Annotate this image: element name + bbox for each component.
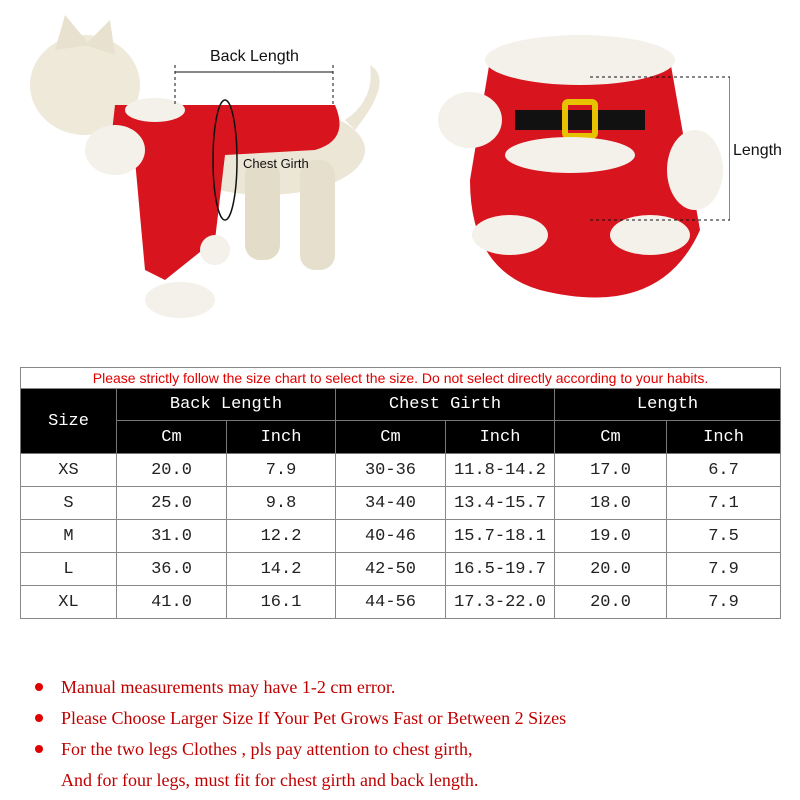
group-header-length: Length <box>553 388 782 421</box>
group-header-back-length: Back Length <box>116 388 336 421</box>
value-cell: 16.1 <box>226 585 336 619</box>
table-row: M 31.0 12.2 40-46 15.7-18.1 19.0 7.5 <box>20 519 782 553</box>
value-cell: 18.0 <box>554 486 667 520</box>
chest-girth-ring <box>212 99 238 221</box>
value-cell: 9.8 <box>226 486 336 520</box>
value-cell: 42-50 <box>335 552 446 586</box>
value-cell: 30-36 <box>335 453 446 487</box>
table-row: XL 41.0 16.1 44-56 17.3-22.0 20.0 7.9 <box>20 585 782 619</box>
unit-header: Inch <box>226 420 336 454</box>
note-item: Manual measurements may have 1-2 cm erro… <box>35 674 566 705</box>
length-label: Length <box>733 142 782 159</box>
size-cell: S <box>20 486 117 520</box>
value-cell: 19.0 <box>554 519 667 553</box>
bullet-icon <box>35 714 43 722</box>
value-cell: 7.9 <box>665 585 782 619</box>
note-text: For the two legs Clothes , pls pay atten… <box>61 739 473 759</box>
note-text: Please Choose Larger Size If Your Pet Gr… <box>61 708 567 728</box>
table-row: L 36.0 14.2 42-50 16.5-19.7 20.0 7.9 <box>20 552 782 586</box>
value-cell: 12.2 <box>226 519 336 553</box>
bullet-icon <box>35 745 43 753</box>
note-item: Please Choose Larger Size If Your Pet Gr… <box>35 705 566 736</box>
value-cell: 17.3-22.0 <box>445 585 555 619</box>
value-cell: 20.0 <box>554 585 667 619</box>
value-cell: 44-56 <box>335 585 446 619</box>
notes-list: Manual measurements may have 1-2 cm erro… <box>35 674 566 798</box>
costume-photo <box>438 35 730 298</box>
value-cell: 15.7-18.1 <box>445 519 555 553</box>
unit-header: Cm <box>554 420 667 454</box>
size-cell: XL <box>20 585 117 619</box>
value-cell: 7.9 <box>226 453 336 487</box>
value-cell: 14.2 <box>226 552 336 586</box>
size-cell: M <box>20 519 117 553</box>
value-cell: 16.5-19.7 <box>445 552 555 586</box>
value-cell: 6.7 <box>665 453 782 487</box>
unit-header: Inch <box>665 420 782 454</box>
dog-mannequin-photo <box>30 15 380 318</box>
note-item: For the two legs Clothes , pls pay atten… <box>35 736 566 767</box>
note-item: And for four legs, must fit for chest gi… <box>35 767 566 798</box>
value-cell: 41.0 <box>116 585 227 619</box>
value-cell: 7.5 <box>665 519 782 553</box>
value-cell: 20.0 <box>554 552 667 586</box>
value-cell: 7.1 <box>665 486 782 520</box>
value-cell: 13.4-15.7 <box>445 486 555 520</box>
note-text: Manual measurements may have 1-2 cm erro… <box>61 677 396 697</box>
chest-girth-label: Chest Girth <box>243 156 309 171</box>
value-cell: 34-40 <box>335 486 446 520</box>
value-cell: 25.0 <box>116 486 227 520</box>
bullet-icon <box>35 683 43 691</box>
value-cell: 40-46 <box>335 519 446 553</box>
value-cell: 36.0 <box>116 552 227 586</box>
value-cell: 11.8-14.2 <box>445 453 555 487</box>
size-chart-table: Please strictly follow the size chart to… <box>19 367 782 619</box>
table-row: S 25.0 9.8 34-40 13.4-15.7 18.0 7.1 <box>20 486 782 520</box>
note-text: And for four legs, must fit for chest gi… <box>61 770 479 790</box>
size-cell: XS <box>20 453 117 487</box>
unit-header: Cm <box>335 420 446 454</box>
size-header: Size <box>20 388 117 454</box>
value-cell: 20.0 <box>116 453 227 487</box>
unit-header: Cm <box>116 420 227 454</box>
size-chart-caption: Please strictly follow the size chart to… <box>19 367 782 389</box>
unit-header: Inch <box>445 420 555 454</box>
back-length-label: Back Length <box>210 48 299 65</box>
size-cell: L <box>20 552 117 586</box>
value-cell: 31.0 <box>116 519 227 553</box>
group-header-chest-girth: Chest Girth <box>335 388 555 421</box>
value-cell: 17.0 <box>554 453 667 487</box>
value-cell: 7.9 <box>665 552 782 586</box>
table-row: XS 20.0 7.9 30-36 11.8-14.2 17.0 6.7 <box>20 453 782 487</box>
